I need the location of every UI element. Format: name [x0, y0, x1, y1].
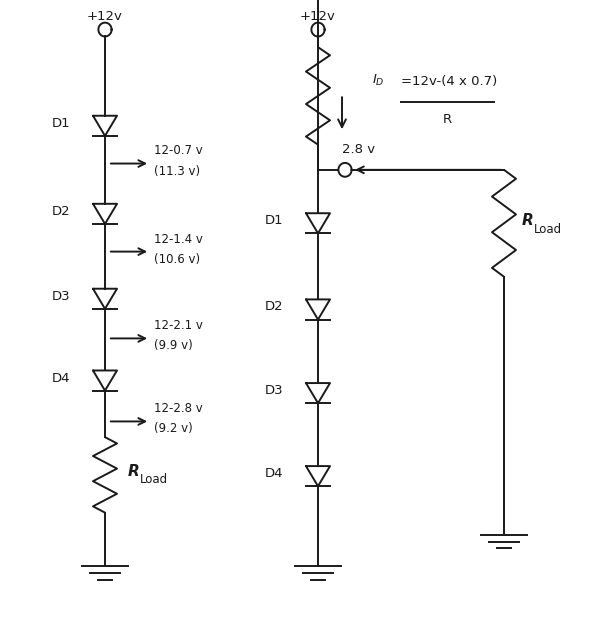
Text: D3: D3 — [265, 384, 283, 397]
Text: (9.2 v): (9.2 v) — [154, 423, 193, 435]
Text: D2: D2 — [52, 205, 70, 218]
Text: R: R — [522, 213, 534, 228]
Text: 12-0.7 v: 12-0.7 v — [154, 145, 203, 157]
Text: (9.9 v): (9.9 v) — [154, 340, 193, 352]
Text: Load: Load — [534, 223, 562, 236]
Text: +12v: +12v — [87, 10, 123, 23]
Text: 12-2.1 v: 12-2.1 v — [154, 320, 203, 332]
Text: D1: D1 — [52, 117, 70, 130]
Text: D4: D4 — [52, 372, 70, 384]
Text: $I_D$: $I_D$ — [372, 73, 385, 88]
Text: =12v-(4 x 0.7): =12v-(4 x 0.7) — [401, 75, 497, 88]
Text: (10.6 v): (10.6 v) — [154, 253, 200, 265]
Text: +12v: +12v — [300, 10, 336, 23]
Text: D3: D3 — [52, 290, 70, 303]
Text: R: R — [128, 464, 140, 479]
Text: 2.8 v: 2.8 v — [342, 143, 375, 156]
Text: 12-1.4 v: 12-1.4 v — [154, 233, 203, 245]
Text: D1: D1 — [265, 214, 283, 227]
Text: D4: D4 — [265, 467, 283, 480]
Text: R: R — [443, 113, 452, 126]
Text: D2: D2 — [265, 301, 283, 313]
Text: Load: Load — [140, 474, 168, 486]
Text: 12-2.8 v: 12-2.8 v — [154, 403, 203, 415]
Text: (11.3 v): (11.3 v) — [154, 165, 200, 177]
